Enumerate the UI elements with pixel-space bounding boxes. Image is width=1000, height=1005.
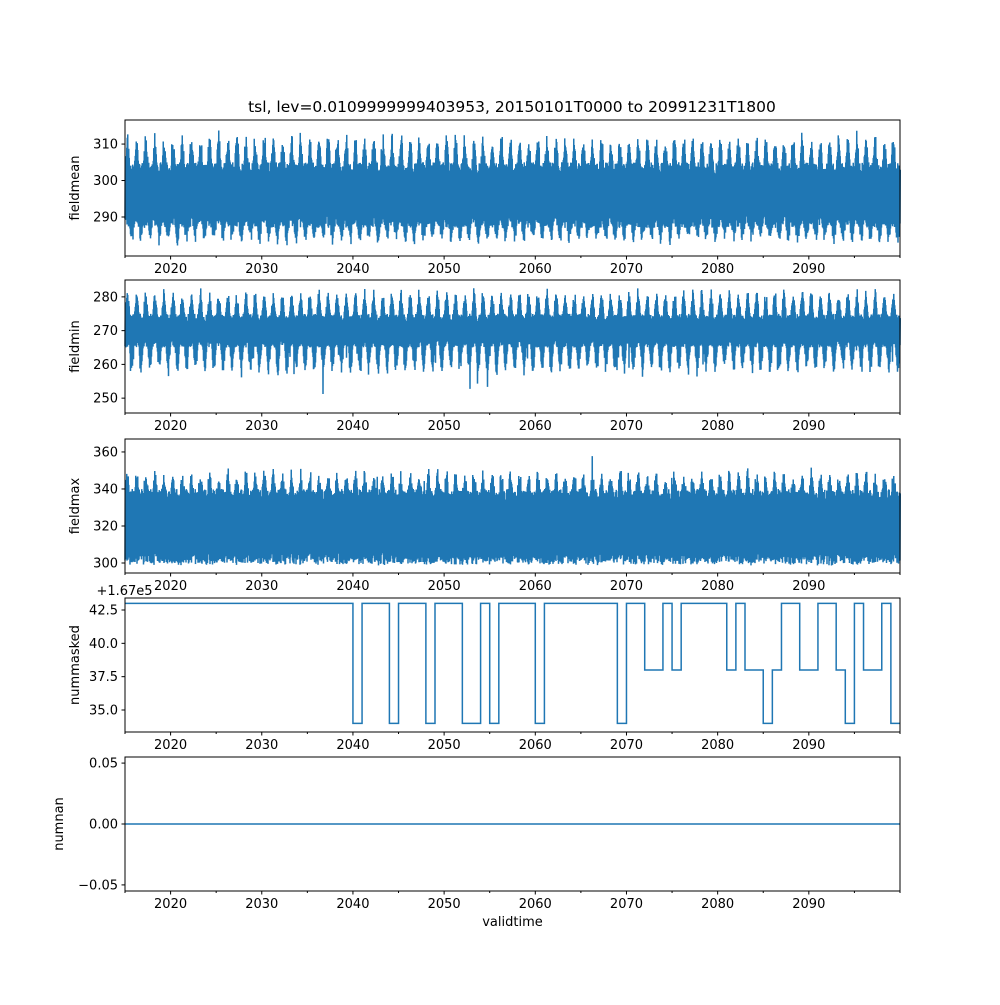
x-tick-label: 2070: [610, 262, 643, 277]
y-tick-label: 42.5: [89, 604, 118, 619]
x-tick-label: 2090: [792, 262, 825, 277]
x-tick-label: 2080: [701, 419, 734, 434]
y-tick-label: 250: [93, 392, 118, 407]
y-tick-label: 310: [93, 138, 118, 153]
x-tick-label: 2020: [154, 738, 187, 753]
x-tick-label: 2080: [701, 262, 734, 277]
y-axis-label: numnan: [52, 797, 67, 851]
series-line-fieldmean: [124, 130, 901, 246]
axes-frame: [124, 597, 901, 733]
x-tick-label: 2040: [336, 738, 369, 753]
x-tick-label: 2020: [154, 262, 187, 277]
y-tick-label: 360: [93, 445, 118, 460]
x-tick-label: 2040: [336, 262, 369, 277]
y-tick-label: 320: [93, 519, 118, 534]
subplot-numnan: 2020 2030 2040 2050 2060 2070 2080 2090 −0.05 0.0…: [52, 756, 901, 930]
y-tick-label: 280: [93, 290, 118, 305]
x-tick-label: 2060: [519, 738, 552, 753]
y-tick-label: 37.5: [89, 670, 118, 685]
x-tick-label: 2090: [792, 738, 825, 753]
x-tick-label: 2050: [428, 579, 461, 594]
x-tick-label: 2090: [792, 897, 825, 912]
subplot-fieldmean: 2020 2030 2040 2050 2060 2070 2080 2090 290 300 31…: [68, 119, 901, 277]
series-line-fieldmax: [124, 456, 901, 566]
x-tick-label: 2070: [610, 897, 643, 912]
subplot-fieldmax: 2020 2030 2040 2050 2060 2070 2080 2090 300 320 34…: [68, 438, 901, 594]
y-tick-label: 260: [93, 358, 118, 373]
x-tick-label: 2070: [610, 579, 643, 594]
x-tick-label: 2030: [245, 897, 278, 912]
subplot-nummasked: 2020 2030 2040 2050 2060 2070 2080 2090 35.0 37.5…: [68, 584, 901, 753]
axes-frame: [124, 279, 901, 414]
x-tick-label: 2080: [701, 897, 734, 912]
chart-title: tsl, lev=0.0109999999403953, 20150101T00…: [248, 98, 776, 116]
x-tick-label: 2090: [792, 419, 825, 434]
subplot-fieldmin: 2020 2030 2040 2050 2060 2070 2080 2090 250 260 27…: [68, 279, 901, 434]
x-tick-label: 2050: [428, 738, 461, 753]
x-tick-label: 2040: [336, 579, 369, 594]
x-tick-label: 2080: [701, 579, 734, 594]
x-tick-label: 2030: [245, 738, 278, 753]
y-tick-label: 340: [93, 482, 118, 497]
y-axis-label: fieldmax: [68, 478, 83, 535]
y-tick-label: 40.0: [89, 637, 118, 652]
x-tick-label: 2070: [610, 419, 643, 434]
y-tick-label: 300: [93, 174, 118, 189]
x-tick-label: 2020: [154, 897, 187, 912]
y-tick-label: 0.05: [89, 757, 118, 772]
y-axis-label: nummasked: [68, 625, 83, 705]
x-tick-label: 2020: [154, 419, 187, 434]
y-tick-label: 35.0: [89, 704, 118, 719]
x-tick-label: 2040: [336, 419, 369, 434]
x-tick-label: 2050: [428, 897, 461, 912]
y-tick-label: 290: [93, 210, 118, 225]
y-axis-label: fieldmin: [68, 320, 83, 373]
x-tick-label: 2080: [701, 738, 734, 753]
y-tick-label: 270: [93, 324, 118, 339]
x-tick-label: 2030: [245, 262, 278, 277]
offset-text: +1.67e5: [96, 584, 152, 599]
x-tick-label: 2090: [792, 579, 825, 594]
x-axis-label: validtime: [482, 915, 543, 930]
series-line-fieldmin: [124, 288, 901, 394]
x-tick-label: 2060: [519, 579, 552, 594]
axes-frame: [124, 438, 901, 574]
x-tick-label: 2060: [519, 897, 552, 912]
axes-frame: [124, 119, 901, 257]
x-tick-label: 2030: [245, 579, 278, 594]
y-axis-label: fieldmean: [68, 156, 83, 221]
x-tick-label: 2060: [519, 419, 552, 434]
x-tick-label: 2020: [154, 579, 187, 594]
y-tick-label: 0.00: [89, 818, 118, 833]
x-tick-label: 2040: [336, 897, 369, 912]
x-tick-label: 2070: [610, 738, 643, 753]
y-tick-label: −0.05: [78, 878, 118, 893]
x-tick-label: 2030: [245, 419, 278, 434]
series-line-nummasked: [125, 602, 900, 725]
y-tick-label: 300: [93, 557, 118, 572]
x-tick-label: 2050: [428, 262, 461, 277]
x-tick-label: 2050: [428, 419, 461, 434]
x-tick-label: 2060: [519, 262, 552, 277]
